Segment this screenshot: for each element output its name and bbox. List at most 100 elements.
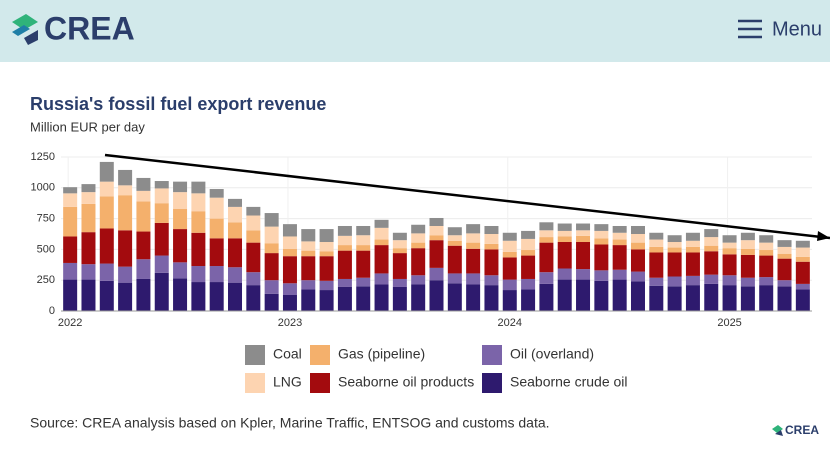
bar-segment bbox=[539, 272, 554, 284]
arrow-head bbox=[817, 231, 830, 241]
bar-segment bbox=[154, 188, 169, 204]
chart-title: Russia's fossil fuel export revenue bbox=[30, 94, 326, 114]
bar-segment bbox=[374, 227, 389, 240]
bar-segment bbox=[282, 294, 297, 311]
legend-swatch bbox=[245, 373, 265, 393]
legend-label: Oil (overland) bbox=[510, 346, 594, 362]
bar-segment bbox=[447, 235, 462, 241]
bar-segment bbox=[246, 206, 261, 216]
bar-segment bbox=[191, 266, 206, 283]
bar-segment bbox=[759, 285, 774, 311]
logo-text[interactable]: CREA bbox=[44, 10, 135, 46]
bar-segment bbox=[740, 232, 755, 241]
bar-segment bbox=[667, 242, 682, 248]
bar-segment bbox=[63, 236, 78, 263]
bar-segment bbox=[502, 290, 517, 311]
bar-segment bbox=[740, 286, 755, 311]
bar-segment bbox=[795, 289, 810, 311]
bar-segment bbox=[466, 224, 481, 234]
bar-segment bbox=[484, 243, 499, 250]
bar-segment bbox=[118, 266, 133, 283]
bar-segment bbox=[740, 254, 755, 278]
bar-segment bbox=[704, 274, 719, 284]
bar-segment bbox=[429, 235, 444, 241]
bar-segment bbox=[777, 240, 792, 247]
footer-logo-icon bbox=[772, 425, 783, 436]
bar-segment bbox=[722, 285, 737, 311]
bar-segment bbox=[282, 283, 297, 295]
bar-segment bbox=[539, 230, 554, 238]
bar-segment bbox=[521, 230, 536, 239]
bar-segment bbox=[411, 224, 426, 234]
bar-segment bbox=[576, 269, 591, 280]
bar-segment bbox=[246, 242, 261, 273]
bar-segment bbox=[392, 240, 407, 249]
bar-segment bbox=[649, 239, 664, 247]
y-tick-label: 250 bbox=[37, 274, 55, 286]
bar-segment bbox=[81, 203, 96, 233]
bar-segment bbox=[209, 189, 224, 198]
bar-segment bbox=[264, 243, 279, 254]
bar-segment bbox=[466, 248, 481, 274]
y-tick-label: 1250 bbox=[31, 151, 55, 163]
bar-segment bbox=[392, 278, 407, 287]
bar-segment bbox=[118, 195, 133, 231]
bar-segment bbox=[191, 193, 206, 212]
bar-segment bbox=[81, 264, 96, 280]
bar-segment bbox=[429, 267, 444, 281]
menu-icon[interactable] bbox=[738, 19, 762, 39]
bar-segment bbox=[191, 181, 206, 194]
bar-segment bbox=[282, 224, 297, 237]
menu-label[interactable]: Menu bbox=[772, 18, 822, 40]
bar-segment bbox=[118, 185, 133, 196]
bar-segment bbox=[136, 201, 151, 232]
bar-segment bbox=[759, 250, 774, 256]
bar-segment bbox=[411, 242, 426, 249]
bar-segment bbox=[649, 277, 664, 286]
bar-segment bbox=[154, 181, 169, 189]
bar-segment bbox=[447, 227, 462, 236]
bar-segment bbox=[209, 218, 224, 239]
bar-segment bbox=[136, 231, 151, 260]
bar-segment bbox=[521, 255, 536, 279]
bar-segment bbox=[392, 286, 407, 311]
y-tick-label: 500 bbox=[37, 243, 55, 255]
bar-segment bbox=[264, 213, 279, 227]
bar-segment bbox=[319, 251, 334, 257]
bar-segment bbox=[594, 238, 609, 245]
bar-segment bbox=[557, 236, 572, 243]
bar-segment bbox=[319, 242, 334, 252]
bar-segment bbox=[740, 248, 755, 255]
bar-segment bbox=[356, 225, 371, 236]
bar-segment bbox=[704, 245, 719, 252]
bar-segment bbox=[429, 225, 444, 236]
bar-segment bbox=[118, 169, 133, 186]
bar-segment bbox=[612, 232, 627, 240]
bar-segment bbox=[612, 245, 627, 270]
bar-segment bbox=[704, 251, 719, 275]
bar-segment bbox=[722, 235, 737, 243]
bar-segment bbox=[154, 203, 169, 223]
bar-segment bbox=[301, 250, 316, 257]
bar-segment bbox=[337, 235, 352, 246]
legend-swatch bbox=[245, 345, 265, 365]
bar-segment bbox=[649, 232, 664, 240]
bar-segment bbox=[685, 246, 700, 253]
bar-segment bbox=[795, 283, 810, 290]
bar-segment bbox=[392, 248, 407, 254]
bar-segment bbox=[337, 245, 352, 251]
bar-segment bbox=[63, 187, 78, 194]
legend-label: Seaborne oil products bbox=[338, 374, 474, 390]
bar-segment bbox=[777, 280, 792, 287]
bar-segment bbox=[466, 233, 481, 243]
bar-segment bbox=[118, 230, 133, 267]
legend-label: Gas (pipeline) bbox=[338, 346, 425, 362]
bar-segment bbox=[264, 293, 279, 311]
header-bar bbox=[0, 0, 830, 62]
bar-segment bbox=[173, 208, 188, 230]
bar-segment bbox=[704, 237, 719, 246]
bar-segment bbox=[502, 251, 517, 258]
bar-segment bbox=[228, 267, 243, 283]
bar-segment bbox=[722, 254, 737, 276]
bar-segment bbox=[630, 271, 645, 282]
